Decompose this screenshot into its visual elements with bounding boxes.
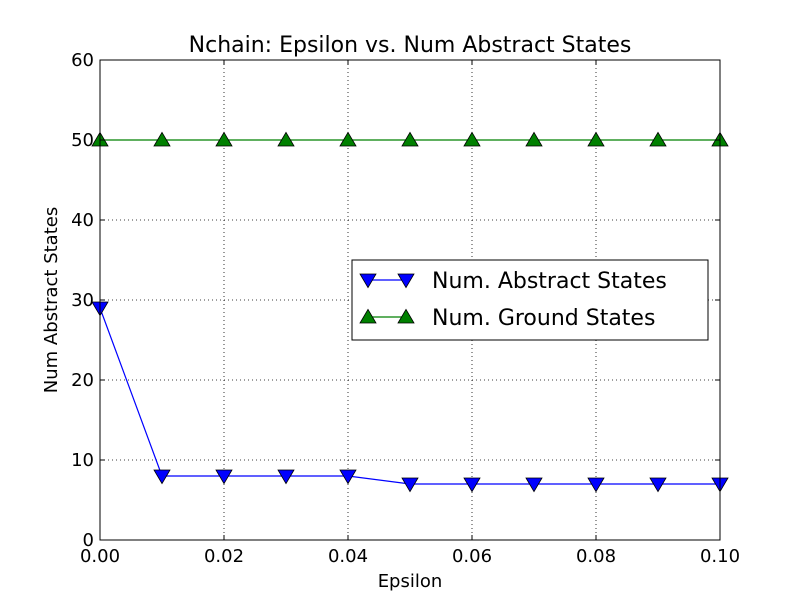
data-point (339, 469, 357, 485)
data-point (215, 469, 233, 485)
axis-ticks: 0.00 0.02 0.04 0.06 0.08 0.10 0 10 20 30 40 50 60 (71, 50, 740, 567)
y-tick-label: 60 (71, 50, 94, 71)
legend-label: Num. Abstract States (432, 269, 667, 294)
data-point (339, 131, 357, 147)
data-point (463, 131, 481, 147)
y-tick-label: 50 (71, 130, 94, 151)
x-tick-label: 0.04 (328, 546, 368, 567)
data-point (401, 131, 419, 147)
y-tick-label: 40 (71, 210, 94, 231)
data-point (153, 131, 171, 147)
x-tick-label: 0.02 (204, 546, 244, 567)
series-abstract-states (91, 301, 729, 493)
legend-item: Num. Ground States (359, 306, 655, 331)
legend-marker (397, 308, 415, 324)
data-point (277, 131, 295, 147)
legend: Num. Abstract States Num. Ground States (351, 259, 709, 341)
data-point (525, 477, 543, 493)
x-tick-label: 0.08 (576, 546, 616, 567)
y-tick-label: 20 (71, 370, 94, 391)
data-point (649, 477, 667, 493)
data-point (215, 131, 233, 147)
plot-series (91, 131, 729, 493)
data-point (587, 131, 605, 147)
data-point (463, 477, 481, 493)
y-axis-label: Num Abstract States (41, 207, 62, 393)
data-point (401, 477, 419, 493)
data-point (587, 477, 605, 493)
data-point (277, 469, 295, 485)
series-ground-states (91, 131, 729, 147)
data-point (153, 469, 171, 485)
x-tick-label: 0.10 (700, 546, 740, 567)
x-tick-label: 0.00 (80, 546, 120, 567)
chart-title: Nchain: Epsilon vs. Num Abstract States (189, 33, 632, 58)
legend-marker (359, 308, 377, 324)
legend-label: Num. Ground States (432, 306, 655, 331)
data-point (525, 131, 543, 147)
legend-item: Num. Abstract States (359, 269, 667, 294)
x-tick-label: 0.06 (452, 546, 492, 567)
legend-box (351, 259, 709, 341)
y-tick-label: 10 (71, 450, 94, 471)
legend-marker (397, 273, 415, 289)
y-tick-label: 30 (71, 290, 94, 311)
x-axis-label: Epsilon (378, 571, 443, 592)
y-tick-label: 0 (83, 530, 94, 551)
legend-marker (359, 273, 377, 289)
data-point (649, 131, 667, 147)
